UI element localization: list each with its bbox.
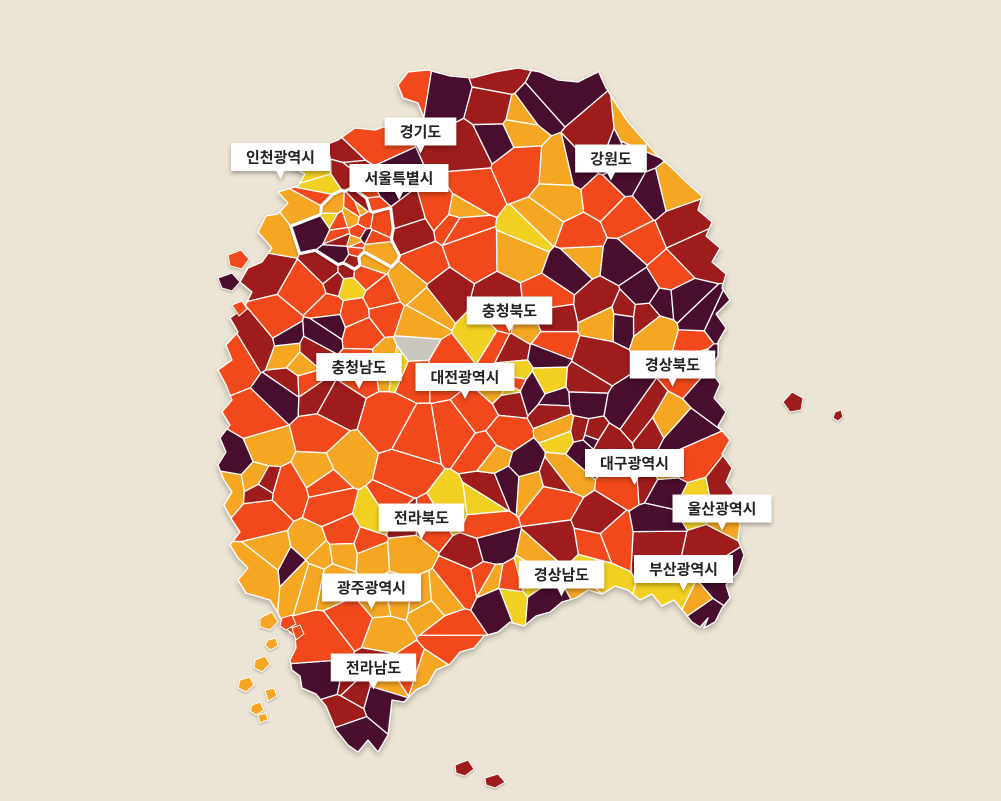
svg-text:울산광역시: 울산광역시 (687, 498, 756, 519)
svg-text:경기도: 경기도 (400, 121, 442, 142)
svg-text:서울특별시: 서울특별시 (364, 167, 433, 188)
svg-text:광주광역시: 광주광역시 (337, 577, 406, 598)
svg-text:경상북도: 경상북도 (645, 354, 700, 375)
svg-text:충청남도: 충청남도 (331, 356, 386, 377)
svg-text:경상남도: 경상남도 (534, 564, 589, 585)
svg-text:대구광역시: 대구광역시 (600, 452, 669, 473)
svg-text:전라북도: 전라북도 (394, 507, 449, 528)
svg-text:부산광역시: 부산광역시 (649, 558, 718, 579)
svg-text:강원도: 강원도 (590, 148, 632, 169)
svg-text:전라남도: 전라남도 (346, 657, 401, 678)
svg-text:인천광역시: 인천광역시 (246, 146, 315, 167)
svg-text:충청북도: 충청북도 (482, 300, 537, 321)
svg-text:대전광역시: 대전광역시 (430, 366, 499, 387)
